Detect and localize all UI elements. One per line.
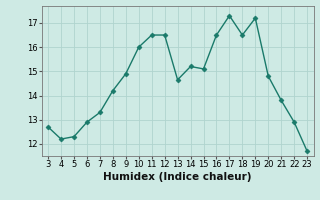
X-axis label: Humidex (Indice chaleur): Humidex (Indice chaleur) <box>103 172 252 182</box>
